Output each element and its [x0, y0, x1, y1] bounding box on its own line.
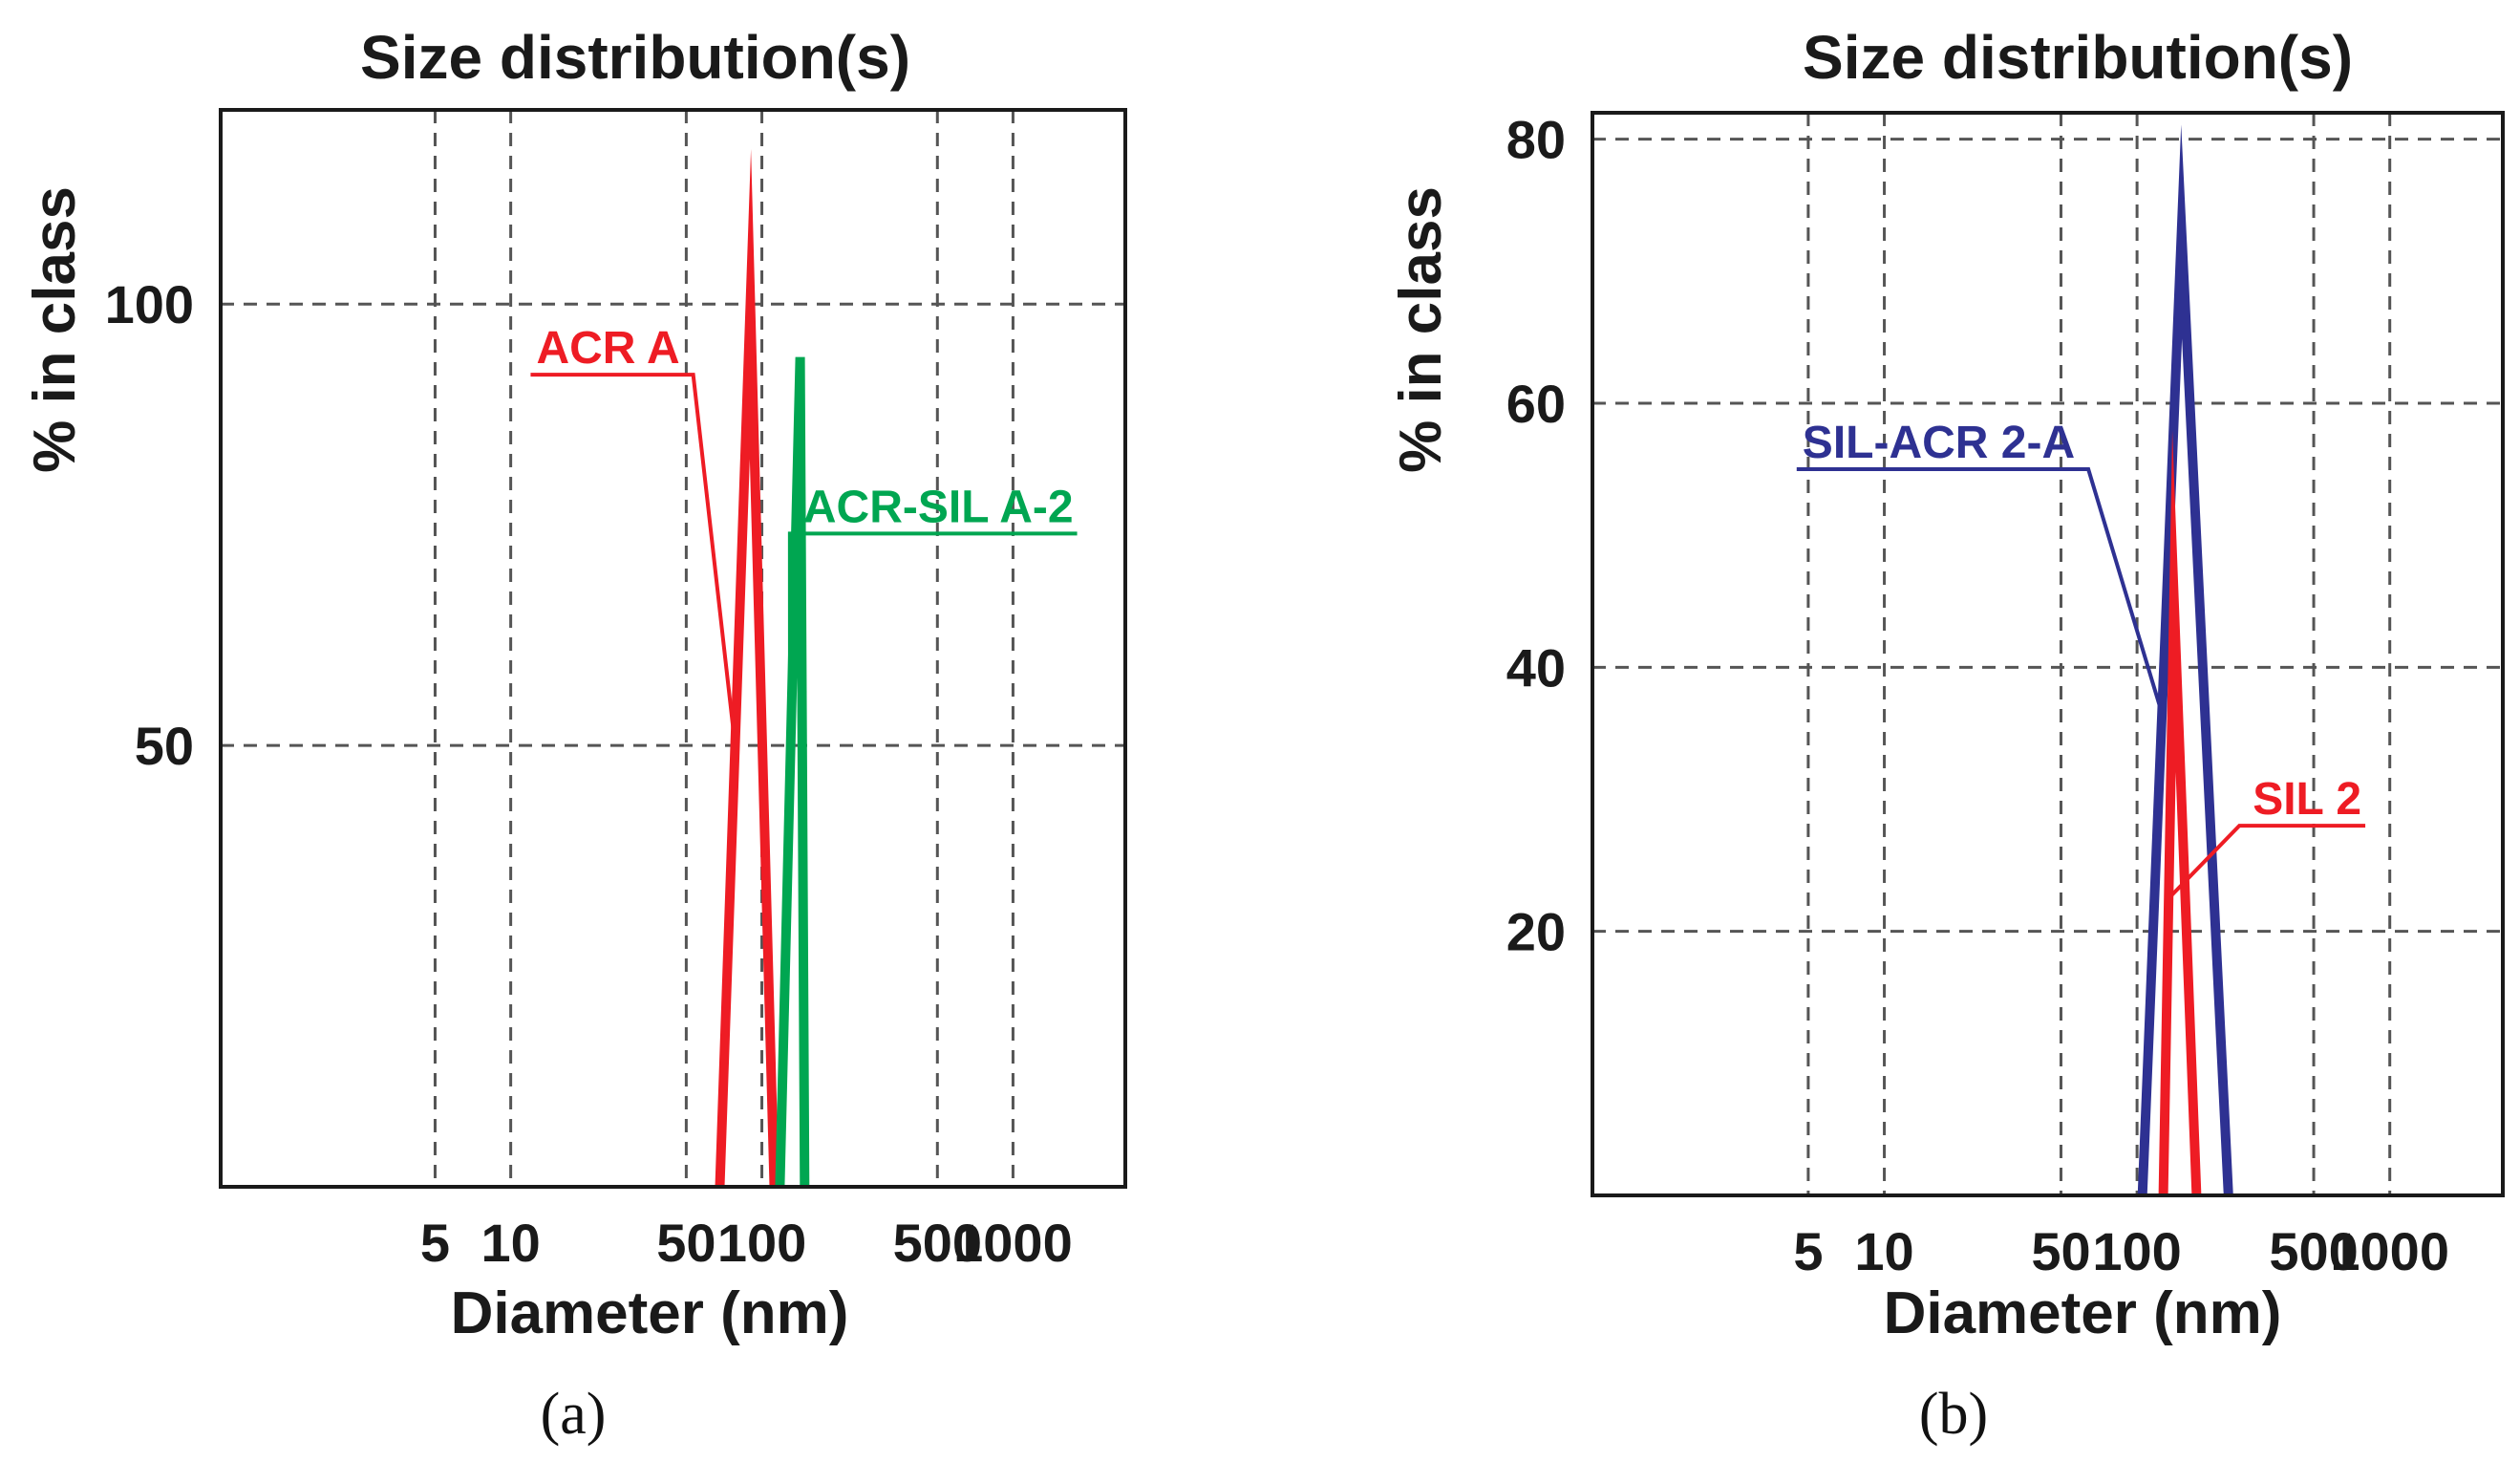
x-tick-label: 5 — [1793, 1221, 1823, 1281]
series-layer: ACR A ACR-SIL A-2 — [530, 149, 1078, 1188]
y-axis-label: % in class — [1388, 186, 1454, 473]
x-tick-label: 500 — [893, 1213, 982, 1273]
y-axis-label: % in class — [22, 186, 88, 473]
x-tick-label: 1000 — [2330, 1221, 2449, 1281]
x-axis-label: Diameter (nm) — [1884, 1280, 2282, 1346]
series-annotation: ACR A — [536, 323, 679, 374]
series-annotation: SIL-ACR 2-A — [1803, 418, 2075, 468]
y-tick-label: 50 — [135, 716, 194, 776]
annotation-leader-line — [1796, 467, 2165, 715]
series-line — [775, 356, 810, 1188]
y-tick-label: 80 — [1506, 110, 1566, 170]
x-tick-label: 10 — [1854, 1221, 1913, 1281]
chart-panel-a: Size distribution(s) % in class Diameter… — [22, 23, 1127, 1447]
series-annotation: ACR-SIL A-2 — [803, 482, 1074, 532]
series-line — [2137, 124, 2233, 1196]
grid-lines — [221, 110, 1125, 1187]
x-tick-label: 50 — [2031, 1221, 2090, 1281]
series-annotation: SIL 2 — [2253, 774, 2361, 825]
y-tick-label: 40 — [1506, 637, 1566, 698]
annotation-leader-line — [530, 373, 737, 746]
chart-title: Size distribution(s) — [1803, 23, 2353, 92]
grid-lines — [1592, 113, 2503, 1195]
y-tick-label: 100 — [105, 274, 194, 334]
chart-panel-b: Size distribution(s) % in class Diameter… — [1388, 23, 2505, 1447]
series-line — [715, 149, 779, 1188]
x-tick-label: 100 — [717, 1213, 806, 1273]
y-tick-label: 20 — [1506, 902, 1566, 962]
x-tick-label: 50 — [656, 1213, 715, 1273]
series-line — [2158, 430, 2202, 1196]
series-layer: SIL-ACR 2-A SIL 2 — [1796, 124, 2366, 1196]
x-tick-label: 1000 — [953, 1213, 1073, 1273]
panel-label: (a) — [541, 1382, 607, 1447]
plot-frame — [1591, 111, 2505, 1197]
plot-frame — [219, 108, 1127, 1189]
x-tick-label: 500 — [2269, 1221, 2358, 1281]
chart-title: Size distribution(s) — [360, 23, 910, 92]
annotation-leader-line — [2167, 824, 2366, 900]
x-axis-label: Diameter (nm) — [451, 1280, 849, 1346]
x-tick-label: 5 — [420, 1213, 450, 1273]
panel-label: (b) — [1919, 1382, 1988, 1447]
annotation-leader-line — [787, 531, 1078, 772]
x-tick-label: 100 — [2092, 1221, 2181, 1281]
x-tick-label: 10 — [481, 1213, 540, 1273]
y-tick-label: 60 — [1506, 374, 1566, 434]
